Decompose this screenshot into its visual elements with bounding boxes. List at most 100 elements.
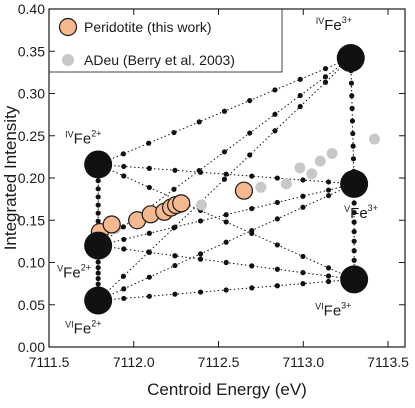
mixing-point (95, 270, 101, 276)
mixing-point (300, 193, 306, 199)
mixing-point (300, 281, 306, 287)
mixing-point (146, 249, 152, 255)
y-tick-label: 0.10 (18, 255, 45, 271)
x-tick-label: 7112.0 (113, 354, 155, 370)
mixing-point (247, 97, 253, 104)
endmember-ivfe2 (84, 150, 113, 179)
mixing-point (274, 175, 280, 181)
mixing-point (95, 194, 101, 200)
mixing-point (300, 204, 306, 210)
mixing-point (223, 171, 229, 177)
endmember-label-ivfe3: IVFe3+ (316, 15, 352, 34)
mixing-point (325, 278, 332, 285)
mixing-point (223, 259, 229, 266)
ion-symbol: Fe (63, 265, 81, 282)
adeu-point (255, 181, 267, 193)
mixing-point (146, 165, 152, 171)
mixing-point (297, 92, 303, 99)
mixing-point (351, 248, 357, 254)
endmember-vife3 (340, 265, 369, 294)
coordination-prefix: V (344, 204, 350, 214)
coordination-prefix: VI (315, 301, 324, 311)
mixing-point (120, 273, 127, 279)
mixing-point (197, 251, 204, 257)
mixing-point (172, 167, 178, 173)
coordination-prefix: IV (65, 129, 74, 139)
mixing-line (350, 57, 355, 184)
endmember-vfe2 (84, 231, 113, 260)
endmember-ivfe3 (336, 44, 365, 73)
x-tick-label: 7112.5 (198, 354, 240, 370)
charge-superscript: 3+ (341, 300, 351, 310)
mixing-point (172, 291, 178, 297)
endmember-vife2 (84, 286, 113, 315)
mixing-point (351, 229, 357, 235)
mixing-point (349, 118, 356, 124)
mixing-point (223, 239, 229, 245)
mixing-point (351, 200, 357, 206)
mixing-point (196, 119, 202, 125)
mixing-point (146, 274, 152, 280)
ion-symbol: Fe (74, 130, 92, 147)
mixing-point (120, 224, 127, 230)
endmember-vfe3 (340, 169, 369, 198)
endmember-markers (84, 44, 369, 315)
mixing-point (197, 289, 204, 295)
endmember-label-vfe3: VFe3+ (344, 203, 378, 222)
mixing-point (349, 93, 355, 99)
mixing-point (351, 238, 357, 244)
mixing-point (325, 273, 332, 279)
mixing-point (274, 266, 280, 272)
mixing-point (325, 187, 332, 193)
mixing-point (223, 219, 229, 225)
mixing-point (351, 257, 357, 263)
legend-frame (48, 8, 283, 73)
mixing-point (351, 209, 357, 216)
charge-superscript: 2+ (91, 319, 101, 329)
mixing-point (120, 151, 127, 157)
mixing-point (95, 281, 101, 287)
y-tick-label: 0.20 (18, 170, 45, 186)
mixing-point (300, 253, 306, 260)
mixing-point (197, 256, 204, 262)
mixing-point (300, 270, 306, 276)
charge-superscript: 2+ (81, 263, 91, 273)
y-axis-ticks: 0.00 0.05 0.10 0.15 0.20 0.25 0.30 0.35 0.40 (18, 1, 405, 355)
mixing-point (325, 265, 332, 271)
peridotite-point (234, 181, 254, 200)
legend-adeu-marker (62, 54, 74, 66)
x-axis-title: Centroid Energy (eV) (147, 380, 307, 399)
ion-symbol: Fe (74, 321, 92, 338)
mixing-point (322, 74, 329, 80)
mixing-point (121, 286, 127, 292)
adeu-point (306, 168, 318, 180)
mixing-point (171, 129, 177, 136)
mixing-point (300, 177, 306, 183)
adeu-point (368, 133, 380, 145)
legend-peridotite-marker (58, 17, 78, 37)
y-axis-title: Integrated Intensity (1, 105, 20, 250)
mixing-point (322, 66, 329, 72)
coordination-prefix: VI (65, 320, 74, 330)
mixing-point (172, 262, 178, 269)
mixing-point (325, 179, 332, 185)
ion-symbol: Fe (350, 205, 368, 222)
mixing-point (272, 111, 278, 117)
mixing-point (297, 76, 303, 82)
adeu-point (326, 147, 338, 159)
mixing-point (197, 218, 204, 224)
y-tick-label: 0.35 (18, 43, 45, 59)
endmember-label-ivfe2: IVFe2+ (65, 128, 101, 147)
mixing-point (221, 176, 228, 182)
mixing-point (95, 210, 101, 216)
mixing-point (351, 219, 357, 225)
mixing-point (95, 218, 101, 224)
ion-symbol: Fe (324, 17, 342, 34)
mixing-point (272, 87, 278, 93)
mixing-point (146, 140, 152, 146)
mixing-point (223, 212, 229, 218)
endmember-label-vife2: VIFe2+ (65, 319, 101, 338)
mixing-point (350, 156, 357, 162)
x-tick-label: 7113.0 (282, 354, 324, 370)
